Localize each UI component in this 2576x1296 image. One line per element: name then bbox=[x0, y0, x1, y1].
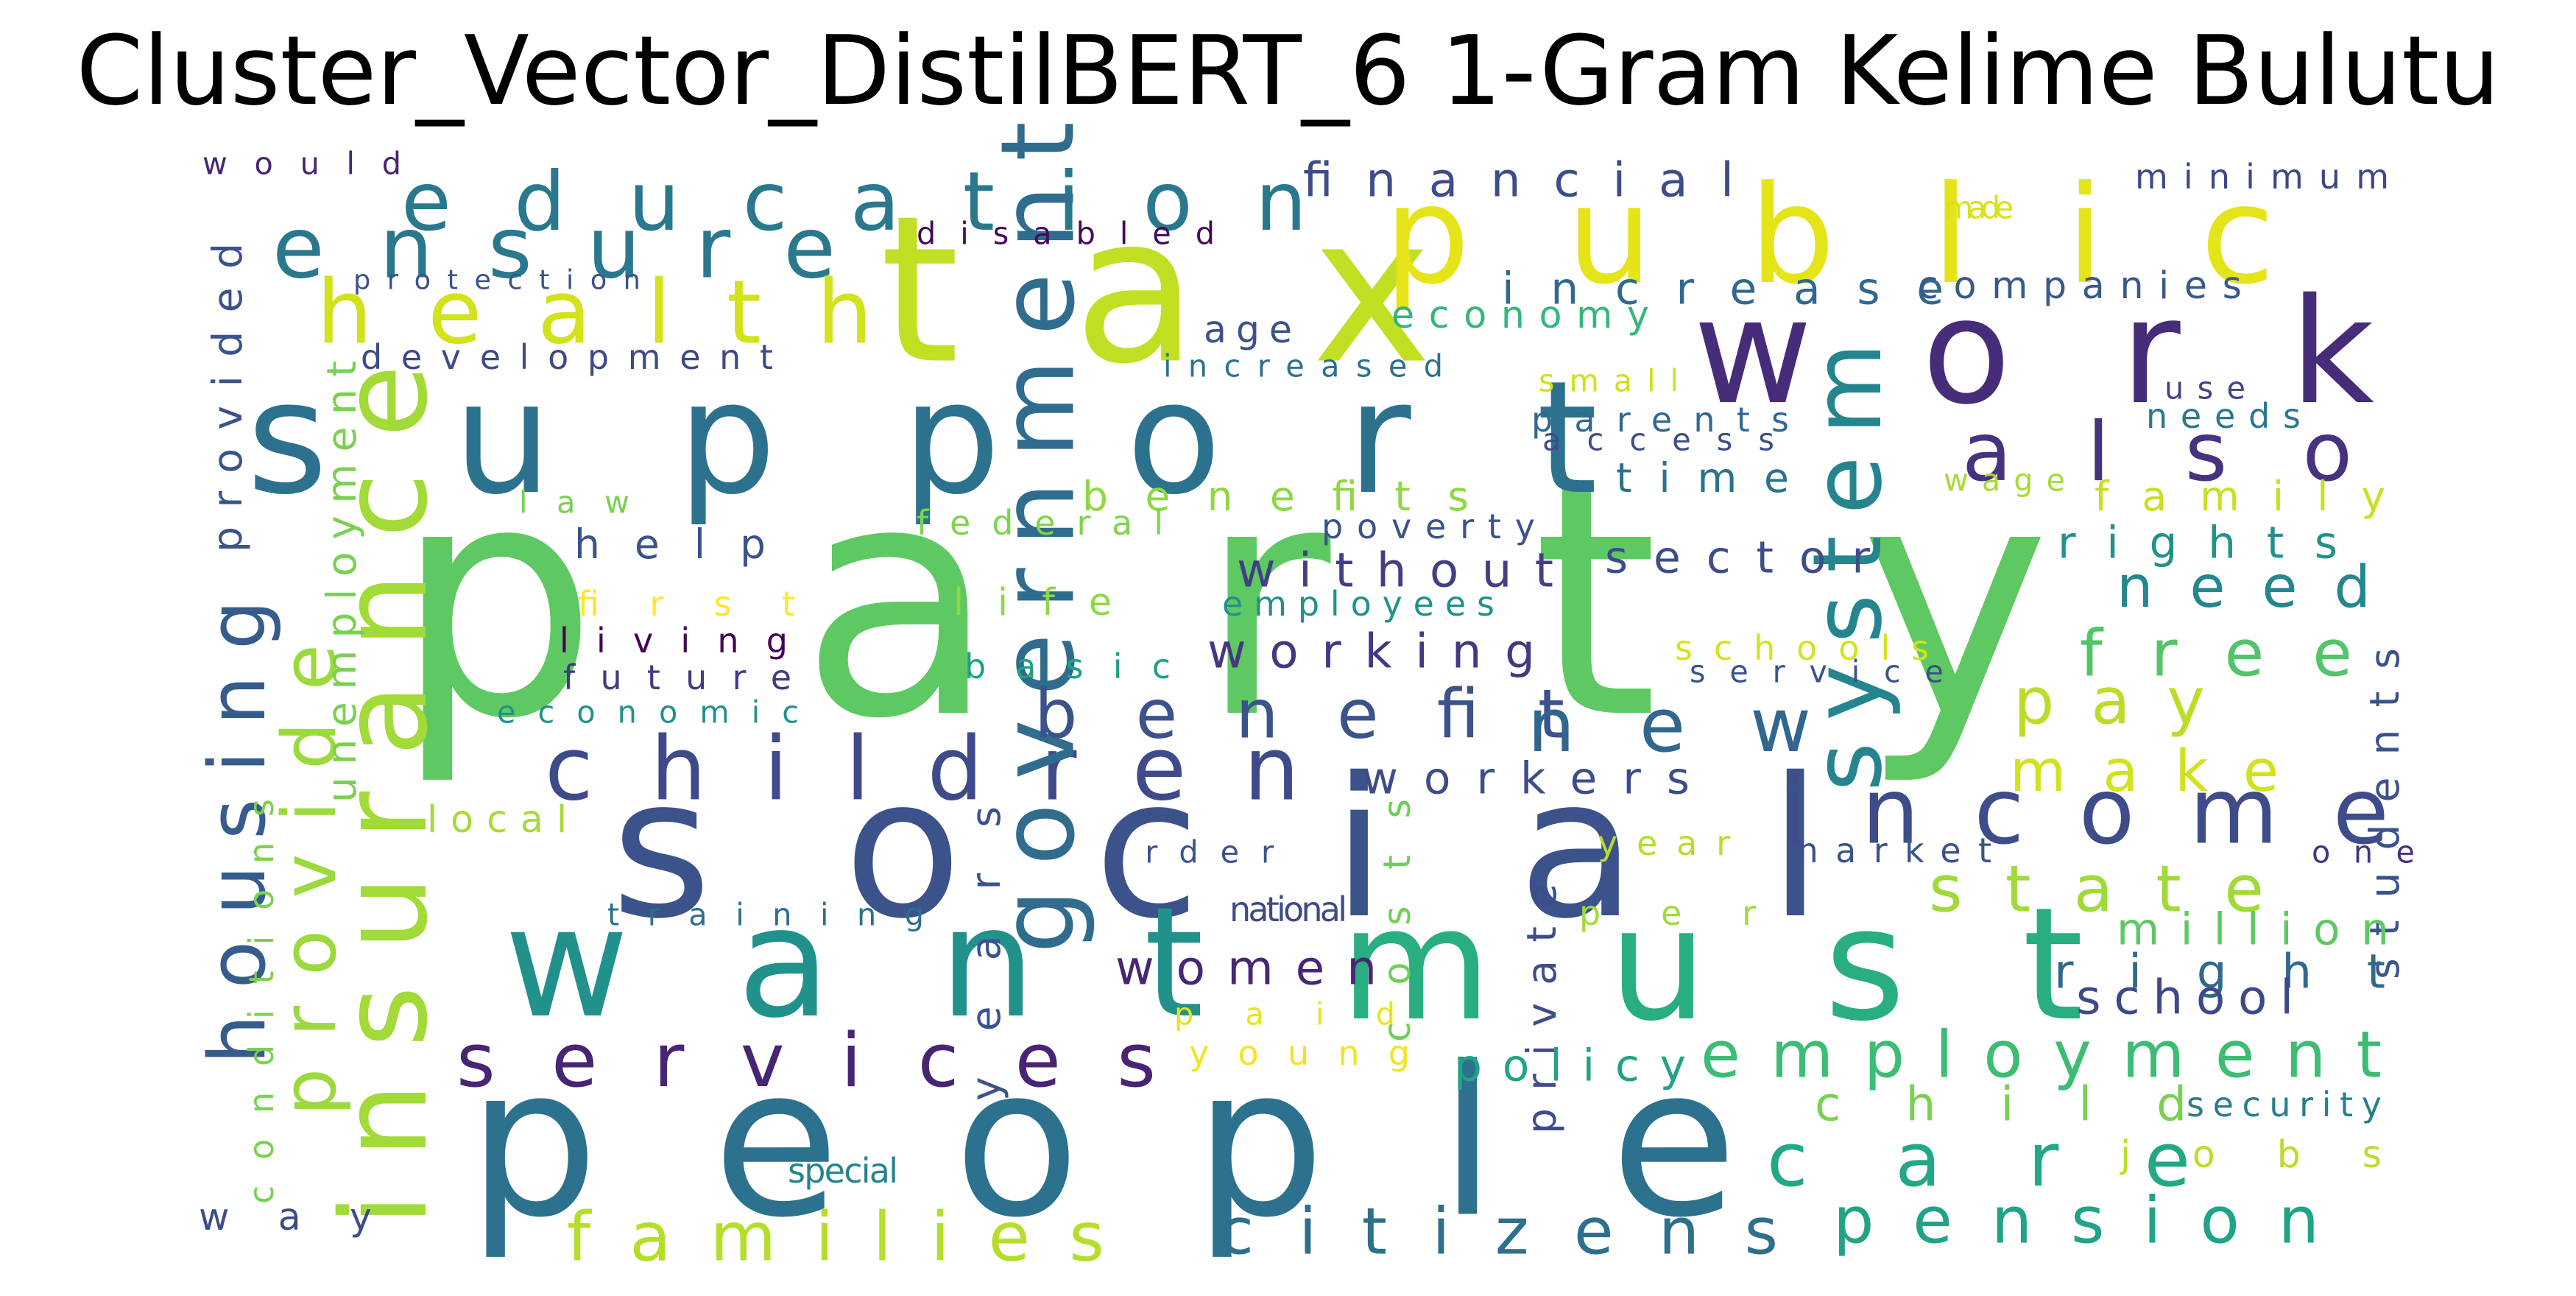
word-economy: economy bbox=[1391, 293, 1649, 337]
word-benefits: benefits bbox=[1082, 473, 1469, 521]
word-economic: economic bbox=[497, 695, 799, 730]
word-conditions: conditions bbox=[241, 799, 281, 1204]
word-one: one bbox=[2312, 835, 2415, 870]
word-provided: provided bbox=[205, 243, 252, 552]
word-federal: federal bbox=[917, 503, 1163, 543]
word-would: would bbox=[202, 147, 401, 182]
word-employees: employees bbox=[1222, 584, 1495, 624]
word-use: use bbox=[2164, 371, 2245, 406]
word-increased: increased bbox=[1163, 349, 1443, 384]
word-school: school bbox=[2076, 971, 2293, 1026]
word-pension: pension bbox=[1833, 1183, 2319, 1258]
word-support: support bbox=[247, 348, 1598, 529]
word-provide: provide bbox=[266, 644, 353, 1116]
word-made: made bbox=[1944, 191, 2014, 226]
word-parents: parents bbox=[1531, 400, 1789, 440]
word-citizens: citizens bbox=[1218, 1194, 1778, 1269]
word-housing: housing bbox=[192, 600, 283, 1064]
word-education: education bbox=[401, 155, 1307, 250]
word-special: special bbox=[788, 1151, 898, 1191]
word-system: system bbox=[1793, 342, 1903, 792]
word-schools: schools bbox=[1675, 628, 1929, 668]
word-first: first bbox=[578, 584, 795, 624]
page-title: Cluster_Vector_DistilBERT_6 1-Gram Kelim… bbox=[76, 15, 2500, 127]
word-financial: financial bbox=[1303, 153, 1734, 208]
word-year: year bbox=[1598, 823, 1730, 863]
word-pay: pay bbox=[2014, 664, 2205, 739]
word-poverty: poverty bbox=[1321, 507, 1535, 546]
word-workers: workers bbox=[1362, 753, 1690, 805]
word-security: security bbox=[2187, 1085, 2382, 1124]
word-age: age bbox=[1204, 308, 1292, 351]
word-million: million bbox=[2117, 904, 2389, 956]
word-national: national bbox=[1229, 890, 1347, 929]
